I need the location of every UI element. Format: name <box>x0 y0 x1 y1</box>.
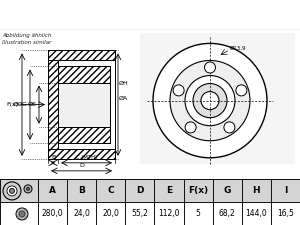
Bar <box>48 149 115 159</box>
Bar <box>242 179 271 202</box>
Bar <box>213 202 242 225</box>
Text: 68,2: 68,2 <box>219 209 236 218</box>
Circle shape <box>224 122 235 133</box>
Bar <box>58 83 110 127</box>
Text: 55,2: 55,2 <box>131 209 148 218</box>
Text: F(x): F(x) <box>188 186 208 195</box>
Bar <box>154 202 184 225</box>
Bar <box>184 202 213 225</box>
Bar <box>38 202 67 225</box>
Bar <box>38 179 67 202</box>
Circle shape <box>173 85 184 96</box>
Text: ØH: ØH <box>119 81 129 86</box>
Text: 144,0: 144,0 <box>245 209 267 218</box>
Bar <box>0 179 38 202</box>
Circle shape <box>26 187 29 190</box>
Text: ate: ate <box>162 107 228 141</box>
Circle shape <box>16 208 28 220</box>
Text: ØG: ØG <box>18 102 28 107</box>
Bar <box>125 202 154 225</box>
Text: Abbildung ähnlich
Illustration similar: Abbildung ähnlich Illustration similar <box>2 33 51 45</box>
Bar <box>125 179 154 202</box>
Bar <box>58 127 110 143</box>
Circle shape <box>185 76 235 126</box>
Text: D: D <box>136 186 144 195</box>
Text: G: G <box>224 186 231 195</box>
Bar <box>271 202 300 225</box>
Bar <box>0 202 38 225</box>
Text: ØI: ØI <box>13 102 20 107</box>
Text: H: H <box>253 186 260 195</box>
Circle shape <box>19 211 25 217</box>
Bar <box>67 179 96 202</box>
Bar <box>67 202 96 225</box>
Text: I: I <box>284 186 287 195</box>
Text: 24.0124-0128.1: 24.0124-0128.1 <box>55 9 155 22</box>
Text: 20,0: 20,0 <box>102 209 119 218</box>
Text: C (MTH): C (MTH) <box>76 155 97 160</box>
Circle shape <box>201 92 219 110</box>
Text: 280,0: 280,0 <box>42 209 63 218</box>
Text: D: D <box>79 163 84 168</box>
Circle shape <box>236 85 247 96</box>
Text: E: E <box>166 186 172 195</box>
Text: ØE: ØE <box>28 102 37 107</box>
Circle shape <box>185 122 196 133</box>
Bar <box>242 202 271 225</box>
Bar <box>48 61 58 149</box>
Circle shape <box>24 185 32 193</box>
Bar <box>58 67 110 83</box>
Text: 16,5: 16,5 <box>277 209 294 218</box>
Text: A: A <box>49 186 56 195</box>
Circle shape <box>7 186 17 196</box>
Bar <box>271 179 300 202</box>
Text: 24,0: 24,0 <box>73 209 90 218</box>
Text: 112,0: 112,0 <box>158 209 180 218</box>
Text: C: C <box>107 186 114 195</box>
Circle shape <box>10 188 14 194</box>
Bar <box>48 50 115 61</box>
Bar <box>140 33 295 164</box>
Text: F(x): F(x) <box>6 102 18 107</box>
Bar <box>154 179 184 202</box>
Text: B: B <box>78 186 85 195</box>
Bar <box>96 202 125 225</box>
Circle shape <box>205 62 215 73</box>
Bar <box>213 179 242 202</box>
Text: B: B <box>51 155 55 160</box>
Bar <box>184 179 213 202</box>
Circle shape <box>170 61 250 141</box>
Circle shape <box>153 43 267 158</box>
Text: Ø13,9: Ø13,9 <box>230 46 247 51</box>
Text: 5: 5 <box>196 209 200 218</box>
Circle shape <box>193 83 227 118</box>
Text: 424128: 424128 <box>194 9 236 22</box>
Text: ØA: ØA <box>119 96 128 101</box>
Circle shape <box>3 182 21 200</box>
Bar <box>96 179 125 202</box>
